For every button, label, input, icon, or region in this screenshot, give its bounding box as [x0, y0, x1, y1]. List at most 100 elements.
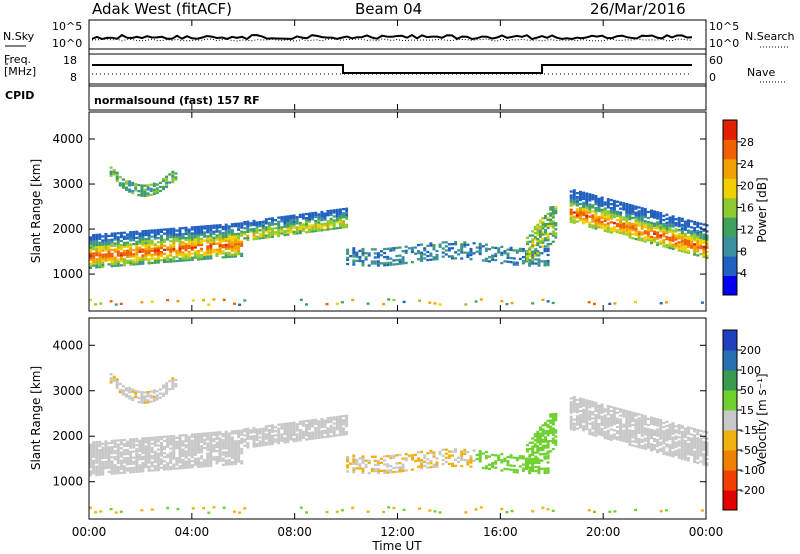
velocity-cell — [702, 446, 706, 450]
power-cell — [594, 207, 598, 210]
velocity-cell — [705, 437, 709, 440]
power-cell — [197, 233, 200, 237]
velocity-cell — [169, 439, 173, 442]
power-cell — [631, 233, 635, 236]
velocity-cell — [435, 457, 439, 460]
power-cell — [361, 260, 365, 263]
velocity-cell — [107, 454, 111, 457]
velocity-cell — [637, 437, 641, 441]
power-cell — [702, 229, 706, 232]
power-cell — [197, 242, 200, 245]
velocity-cell — [640, 432, 644, 435]
velocity-cell — [551, 447, 555, 451]
velocity-cell — [594, 416, 598, 419]
power-cell — [662, 231, 666, 234]
velocity-cell — [591, 433, 595, 436]
power-cell — [463, 241, 467, 244]
power-cell — [488, 260, 491, 263]
velocity-cell — [569, 401, 573, 404]
velocity-cell — [178, 456, 182, 460]
power-cell — [175, 251, 179, 255]
power-cell — [575, 208, 579, 211]
power-cell — [401, 260, 405, 263]
velocity-cell — [101, 446, 105, 449]
velocity-cell — [484, 450, 488, 454]
power-cell — [150, 247, 154, 250]
velocity-cell — [317, 434, 321, 437]
velocity-cell — [572, 410, 576, 413]
velocity-cell — [155, 390, 159, 393]
velocity-cell — [528, 447, 532, 451]
velocity-cell — [110, 441, 114, 445]
power-cell — [582, 220, 586, 223]
power-cell — [152, 188, 156, 191]
velocity-cell — [168, 388, 172, 391]
power-cell — [206, 253, 210, 256]
power-cell — [410, 250, 414, 254]
velocity-cell — [95, 451, 99, 454]
power-cell — [113, 250, 117, 253]
velocity-cell — [240, 449, 244, 453]
velocity-cell — [230, 430, 234, 433]
velocity-cell — [619, 424, 623, 427]
power-cell — [358, 255, 362, 259]
power-cell — [646, 239, 650, 242]
power-cell — [166, 236, 170, 239]
power-cell — [218, 238, 222, 241]
velocity-cell — [640, 422, 644, 425]
power-cell — [528, 264, 532, 267]
velocity-cell — [335, 419, 339, 423]
velocity-cell — [277, 437, 281, 441]
power-cell — [687, 251, 690, 254]
velocity-cell — [420, 465, 424, 468]
velocity-cell — [600, 407, 604, 410]
power-cell — [132, 243, 136, 246]
power-cell — [699, 222, 703, 225]
velocity-cell — [503, 457, 507, 460]
power-cell — [230, 249, 234, 252]
power-cell — [454, 243, 458, 246]
power-cell — [541, 217, 545, 220]
power-cell — [175, 235, 179, 238]
velocity-cell — [376, 467, 380, 471]
velocity-cell — [656, 448, 660, 452]
velocity-cell — [546, 467, 550, 470]
power-cell — [634, 227, 638, 231]
power-cell — [628, 205, 632, 209]
velocity-cell — [696, 437, 700, 440]
power-cell — [119, 231, 123, 235]
power-cell — [392, 298, 396, 302]
velocity-cell — [200, 440, 204, 444]
power-cell — [609, 229, 613, 232]
power-cell — [109, 300, 113, 303]
power-cell — [172, 260, 176, 263]
velocity-cell — [435, 463, 439, 466]
power-cell — [193, 234, 197, 237]
power-cell — [149, 189, 153, 192]
power-cell — [609, 198, 613, 202]
velocity-cell — [134, 389, 138, 392]
power-cell — [295, 228, 299, 231]
velocity-cell — [292, 421, 296, 424]
power-cell — [301, 213, 305, 216]
power-cell — [110, 265, 114, 268]
velocity-cell — [585, 407, 589, 410]
power-cell — [156, 257, 160, 260]
power-cell — [551, 210, 555, 213]
power-cell — [221, 256, 225, 259]
power-cell — [643, 240, 647, 243]
velocity-cell — [591, 421, 595, 424]
power-cell — [380, 250, 383, 253]
velocity-cell — [95, 449, 99, 452]
velocity-cell — [206, 432, 210, 435]
power-cell — [104, 241, 108, 244]
power-cell — [135, 242, 139, 246]
power-cell — [286, 233, 290, 236]
power-cell — [680, 240, 684, 243]
velocity-cell — [335, 510, 339, 513]
power-cell — [338, 210, 342, 213]
power-cell — [569, 194, 573, 197]
power-cell — [329, 223, 333, 227]
power-cell — [546, 226, 550, 230]
power-cell — [234, 237, 237, 240]
